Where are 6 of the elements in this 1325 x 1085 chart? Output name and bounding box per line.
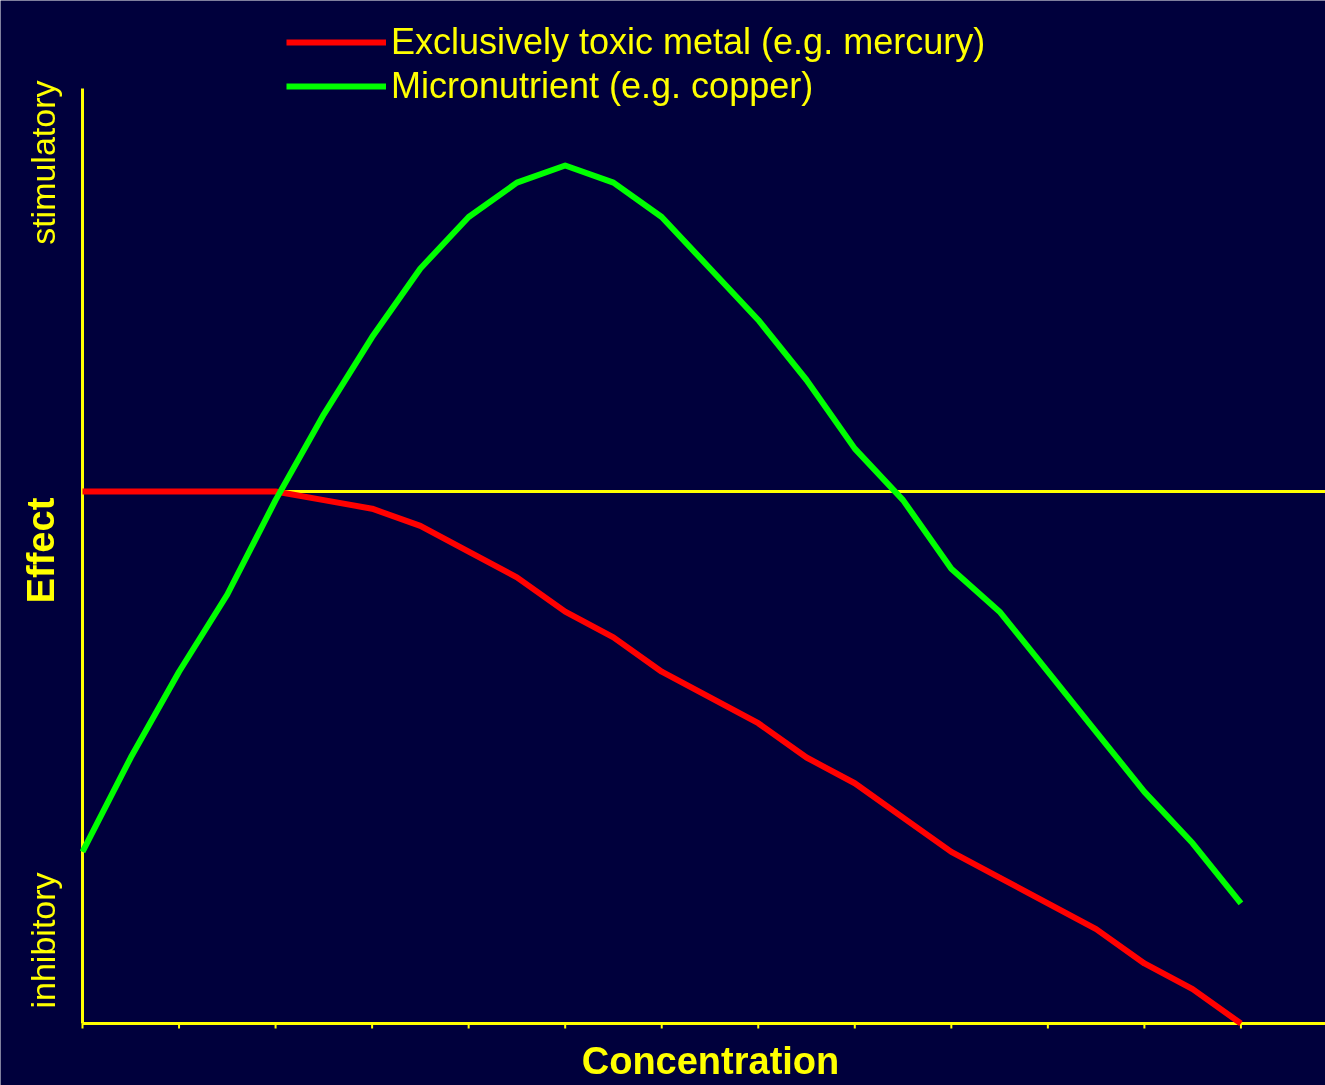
y-axis-title: Effect (19, 497, 62, 604)
legend-label: Exclusively toxic metal (e.g. mercury) (391, 20, 986, 64)
annotation: stimulatory (23, 80, 62, 245)
legend-label: Micronutrient (e.g. copper) (391, 64, 814, 108)
x-axis-title: Concentration (581, 1039, 840, 1082)
annotation: inhibitory (23, 872, 62, 1009)
